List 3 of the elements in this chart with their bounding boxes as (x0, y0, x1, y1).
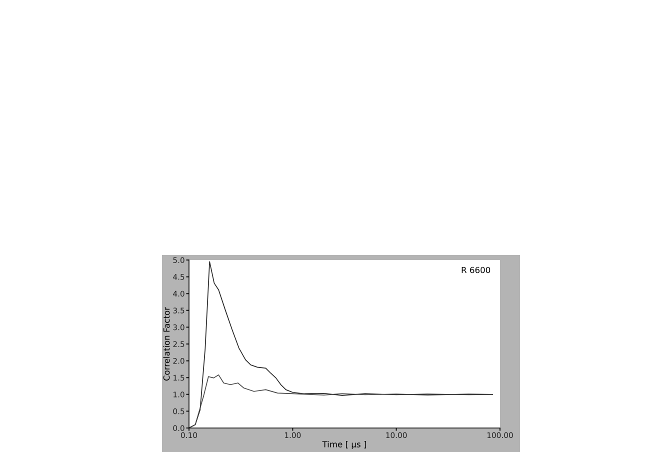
y-axis-title: Correlation Factor (163, 306, 170, 381)
x-axis-title: Time [ µs ] (322, 440, 366, 450)
annotation: R 6600 (462, 266, 490, 274)
